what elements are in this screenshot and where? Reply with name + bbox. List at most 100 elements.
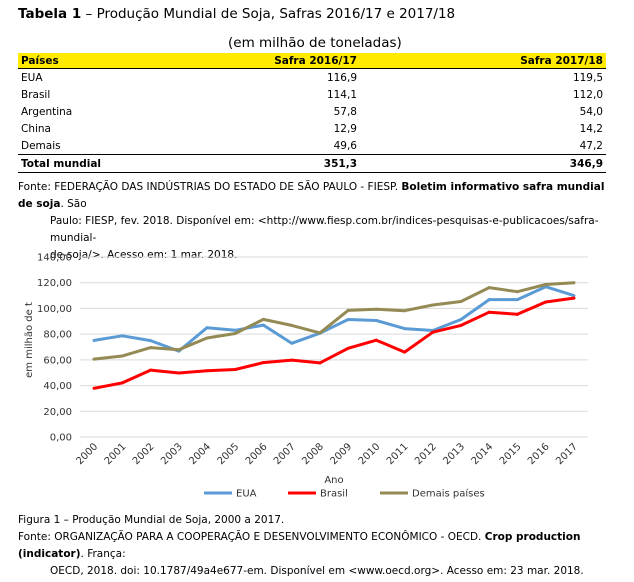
data-point [177,371,181,375]
country-cell: Argentina [21,105,73,118]
value-cell: 119,5 [572,71,603,84]
data-point [431,330,435,334]
table-subtitle: (em milhão de toneladas) [228,35,402,51]
series-line [92,285,576,353]
data-point [205,369,209,373]
table-row: Brasil 114,1 112,0 [18,86,606,103]
data-point [177,348,181,352]
y-tick-label: 40,00 [43,381,72,392]
x-tick-label: 2014 [470,441,496,467]
data-point [261,317,265,321]
value-cell: 57,8 [333,105,357,118]
series-line [92,296,576,390]
source-text: >. Acesso em: 23 mar. 2018. [431,565,584,577]
x-tick-label: 2007 [272,441,298,467]
y-tick-label: 20,00 [43,407,72,418]
x-tick-label: 2005 [216,441,242,467]
data-point [149,339,153,343]
total-value-2017-18: 346,9 [360,154,606,173]
table-row: EUA 116,9 119,5 [18,69,606,87]
chart-legend: EUA Brasil Demais países [204,488,485,500]
series-brasil [92,296,576,390]
data-point [346,346,350,350]
x-tick-label: 2001 [103,441,129,467]
y-tick-label: 140,00 [37,253,72,264]
country-cell: Brasil [21,88,51,101]
data-point [120,354,124,358]
data-point [205,336,209,340]
value-cell: 54,0 [579,105,603,118]
x-tick-label: 2010 [357,441,383,467]
data-point [318,361,322,365]
source-text: . França: [80,548,126,560]
data-point [92,357,96,361]
country-cell: EUA [21,71,43,84]
table-title: Tabela 1 – Produção Mundial de Soja, Saf… [18,6,455,22]
y-tick-label: 80,00 [43,330,72,341]
source-text: Paulo: FIESP, fev. 2018. Disponível em: … [50,215,599,244]
source-line: OECD, 2018. doi: 10.1787/49a4e677-em. Di… [18,563,630,580]
x-tick-label: 2006 [244,441,270,467]
y-tick-label: 0,00 [50,433,72,444]
source-title: Crop production (indicator) [18,531,581,560]
value-cell: 112,0 [572,88,603,101]
source-title: Boletim informativo safra mundial de soj… [18,181,605,210]
data-point [515,298,519,302]
soy-production-chart: 0,00 20,00 40,00 60,00 80,00 100,00 120,00 140,… [24,253,588,500]
series-line [92,281,576,361]
total-value-2016-17: 351,3 [174,154,360,173]
data-point [544,300,548,304]
data-point [149,368,153,372]
x-tick-label: 2017 [554,441,580,467]
value-cell: 14,2 [579,122,603,135]
data-point [374,319,378,323]
data-point [92,338,96,342]
data-point [572,296,576,300]
series-eua [92,285,576,353]
y-axis-label: em milhão de t [24,302,35,378]
data-point [374,338,378,342]
figure-caption: Figura 1 – Produção Mundial de Soja, 200… [18,514,285,526]
header-safra-2017-18: Safra 2017/18 [360,53,606,69]
data-point [120,381,124,385]
data-point [346,317,350,321]
x-tick-label: 2003 [159,441,185,467]
data-point [515,312,519,316]
x-tick-label: 2004 [187,441,213,467]
data-point [233,368,237,371]
x-axis-label: Ano [324,475,343,486]
table-row: Argentina 57,8 54,0 [18,103,606,120]
data-point [374,307,378,311]
data-point [459,317,463,321]
data-point [515,290,519,294]
production-table: Países Safra 2016/17 Safra 2017/18 EUA 1… [18,53,606,173]
data-point [290,323,294,327]
x-tick-label: 2015 [498,441,524,467]
x-tick-label: 2012 [413,441,439,467]
x-tick-label: 2011 [385,441,411,467]
data-point [149,346,153,350]
country-cell: Demais [21,139,61,152]
legend-label: Brasil [320,489,348,500]
data-point [431,303,435,307]
data-point [459,323,463,327]
country-cell: China [21,122,51,135]
source-text: OECD, 2018. doi: 10.1787/49a4e677-em. Di… [50,565,358,577]
y-tick-label: 120,00 [37,278,72,289]
data-point [572,281,576,285]
data-point [290,358,294,362]
data-point [487,286,491,290]
source-text: Fonte: ORGANIZAÇÃO PARA A COOPERAÇÃO E D… [18,531,485,543]
header-countries: Países [18,53,174,69]
source-text: Fonte: FEDERAÇÃO DAS INDÚSTRIAS DO ESTAD… [18,181,402,193]
total-label: Total mundial [18,154,174,173]
data-point [318,331,322,335]
data-point [120,334,124,338]
x-tick-label: 2009 [328,441,354,467]
table-source: Fonte: FEDERAÇÃO DAS INDÚSTRIAS DO ESTAD… [18,179,616,264]
value-cell: 114,1 [326,88,357,101]
table-total-row: Total mundial 351,3 346,9 [18,154,606,173]
table-number: Tabela 1 [18,6,82,22]
oecd-link[interactable]: www.oecd.org [357,565,432,577]
data-point [92,386,96,390]
